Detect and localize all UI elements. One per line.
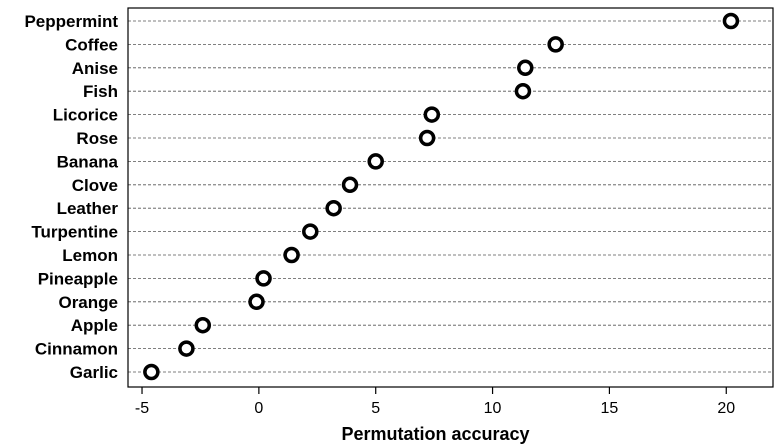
category-label: Lemon <box>62 246 118 265</box>
data-point <box>418 129 436 147</box>
data-point <box>302 223 319 240</box>
data-point <box>547 36 564 53</box>
category-label: Cinnamon <box>35 340 118 359</box>
category-labels: Peppermint Coffee Anise Fish Licorice Rose Ban… <box>24 12 118 382</box>
x-tick-label: -5 <box>135 400 149 417</box>
data-point <box>283 246 300 264</box>
data-point <box>325 199 342 217</box>
data-point <box>255 270 272 287</box>
x-axis-ticks: -5 0 5 10 15 20 <box>135 387 735 417</box>
data-point <box>178 340 195 357</box>
x-tick-label: 5 <box>371 400 380 417</box>
x-tick-label: 15 <box>601 400 619 417</box>
data-point <box>248 293 265 311</box>
category-label: Clove <box>72 176 118 195</box>
grid-lines <box>128 20 773 373</box>
category-label: Anise <box>72 59 118 78</box>
data-point <box>423 106 441 123</box>
x-tick-label: 10 <box>484 400 502 417</box>
category-label: Rose <box>76 129 118 148</box>
category-label: Licorice <box>53 106 118 125</box>
data-point <box>722 12 740 30</box>
data-point <box>517 59 534 77</box>
data-point <box>143 363 160 381</box>
category-label: Leather <box>57 199 119 218</box>
data-point <box>367 153 384 170</box>
category-label: Peppermint <box>24 12 118 31</box>
category-label: Garlic <box>70 363 118 382</box>
x-axis-title: Permutation accuracy <box>341 424 529 444</box>
data-points <box>143 12 740 381</box>
plot-frame <box>127 7 774 388</box>
x-tick-label: 0 <box>254 400 263 417</box>
data-point <box>514 82 532 100</box>
category-label: Banana <box>57 152 119 171</box>
data-point <box>341 176 359 194</box>
category-label: Turpentine <box>31 223 118 242</box>
x-tick-label: 20 <box>717 400 735 417</box>
category-label: Apple <box>71 316 118 335</box>
category-label: Coffee <box>65 35 118 54</box>
category-label: Fish <box>83 82 118 101</box>
category-label: Orange <box>58 293 118 312</box>
category-label: Pineapple <box>38 269 118 288</box>
data-point <box>194 316 212 334</box>
